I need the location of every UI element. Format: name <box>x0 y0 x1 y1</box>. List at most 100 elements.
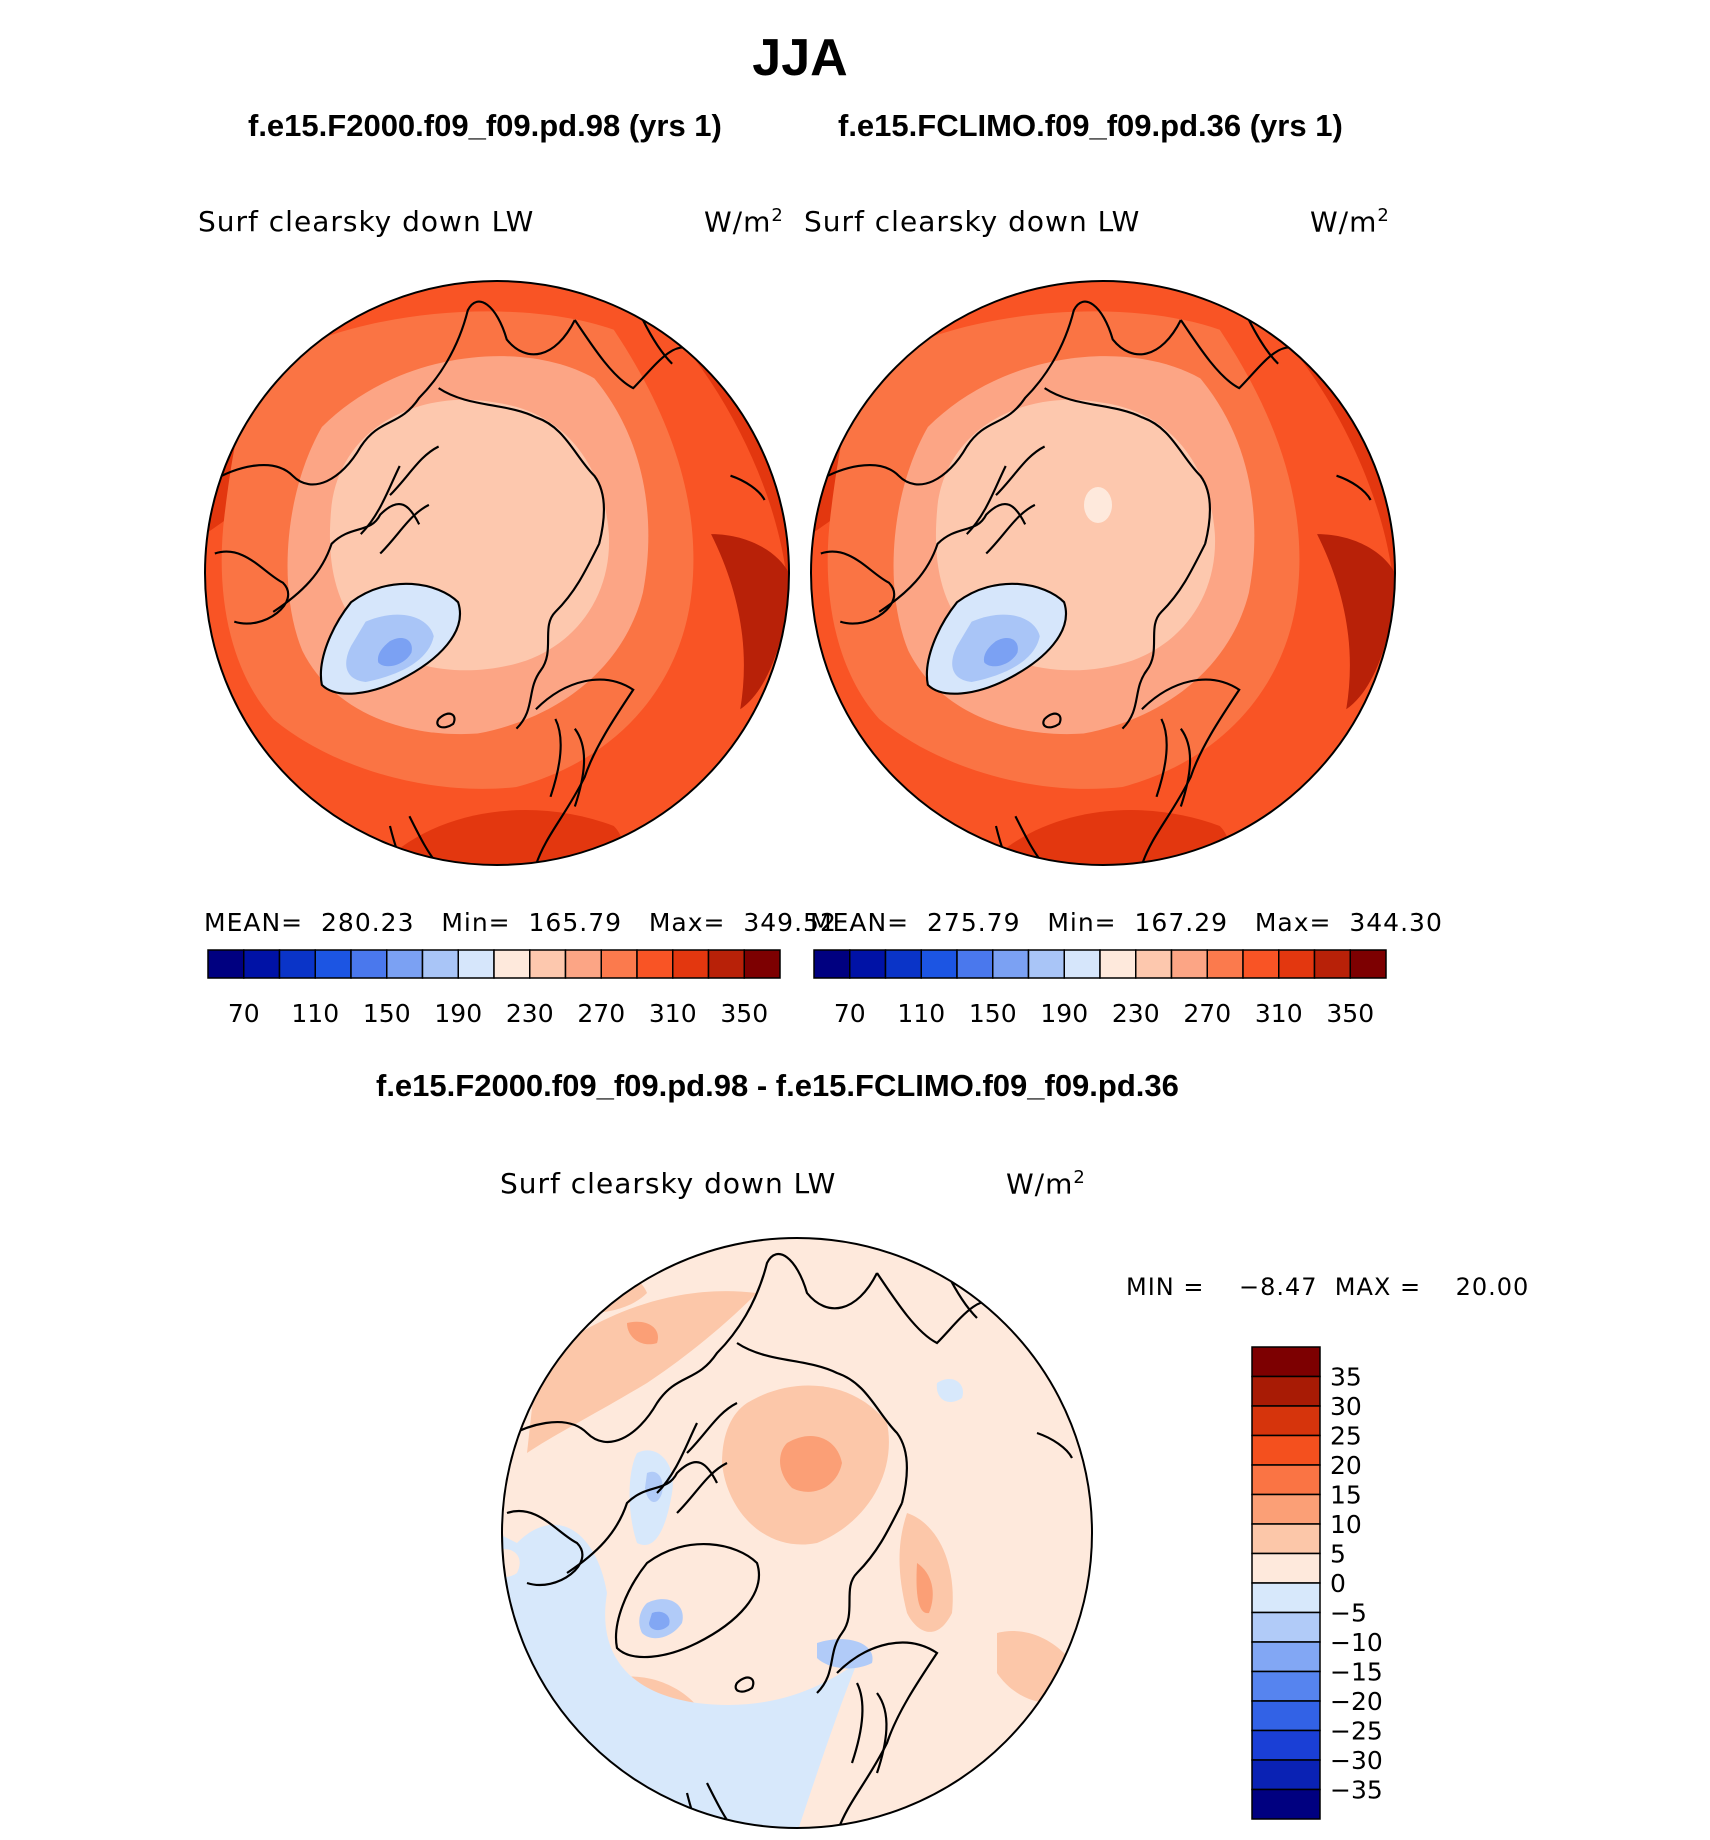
panel-2-colorbar-box <box>1278 949 1316 979</box>
panel-1-colorbar-tick-label: 110 <box>291 999 339 1028</box>
panel-2-colorbar-box <box>1099 949 1137 979</box>
diff-colorbar-label: 20 <box>1330 1451 1362 1480</box>
season-title: JJA <box>752 29 848 87</box>
panel-2-case-title: f.e15.FCLIMO.f09_f09.pd.36 (yrs 1) <box>838 108 1343 143</box>
panel-2-colorbar-box <box>1349 949 1387 979</box>
panel-1-colorbar-box <box>457 949 495 979</box>
diff-colorbar-box <box>1251 1641 1321 1673</box>
panel-1-colorbar-box <box>529 949 567 979</box>
diff-colorbar-box <box>1251 1788 1321 1820</box>
panel-1-units-exp: 2 <box>771 205 784 226</box>
panel-1-colorbar: 70 110 150 190 230 270 310 350 <box>207 949 781 1028</box>
panel-2-colorbar-tick-label: 110 <box>897 999 945 1028</box>
panel-2-colorbar-tick-label: 350 <box>1326 999 1374 1028</box>
diff-colorbar-box <box>1251 1729 1321 1761</box>
diff-colorbar-box <box>1251 1523 1321 1555</box>
panel-1-case-title: f.e15.F2000.f09_f09.pd.98 (yrs 1) <box>248 108 722 143</box>
panel-2-colorbar-box <box>1170 949 1208 979</box>
panel-2-colorbar-box <box>956 949 994 979</box>
panel-2-colorbar: 70 110 150 190 230 270 310 350 <box>813 949 1387 1028</box>
diff-colorbar-label: −20 <box>1330 1687 1383 1716</box>
panel-1-colorbar-box <box>421 949 459 979</box>
panel-1-colorbar-tick-label: 150 <box>363 999 411 1028</box>
diff-colorbar-label: −15 <box>1330 1658 1383 1687</box>
diff-colorbar-box <box>1251 1670 1321 1702</box>
panel-1-colorbar-tick-label: 350 <box>720 999 768 1028</box>
diff-colorbar-box <box>1251 1611 1321 1643</box>
diff-colorbar-label: 10 <box>1330 1510 1362 1539</box>
diff-colorbar-label: 5 <box>1330 1540 1346 1569</box>
diff-map <box>502 1238 1092 1828</box>
panel-2-colorbar-box <box>813 949 851 979</box>
diff-units: W/m2 <box>1006 1167 1086 1200</box>
diff-colorbar-box <box>1251 1582 1321 1614</box>
panel-2-map-border <box>810 280 1396 866</box>
diff-minmax: MIN = −8.47 MAX = 20.00 <box>1126 1273 1530 1301</box>
panel-2-colorbar-box <box>992 949 1030 979</box>
diff-units-base: W/m <box>1006 1167 1074 1201</box>
diff-colorbar-label: 0 <box>1330 1569 1346 1598</box>
panel-2-colorbar-box <box>1027 949 1065 979</box>
diff-colorbar-box <box>1251 1700 1321 1732</box>
panel-1-colorbar-box <box>564 949 602 979</box>
panel-2-field-label: Surf clearsky down LW <box>804 205 1141 238</box>
panel-2-units-base: W/m <box>1310 205 1378 239</box>
diff-colorbar-label: −10 <box>1330 1628 1383 1657</box>
panel-2-units-exp: 2 <box>1377 205 1390 226</box>
panel-1-colorbar-box <box>707 949 745 979</box>
panel-1-field-label: Surf clearsky down LW <box>198 205 535 238</box>
panel-1-colorbar-tick-label: 310 <box>649 999 697 1028</box>
panel-1-colorbar-box <box>600 949 638 979</box>
diff-colorbar-box <box>1251 1464 1321 1496</box>
panel-1-colorbar-tick-label: 70 <box>228 999 260 1028</box>
panel-2-colorbar-box <box>1242 949 1280 979</box>
diff-colorbar-label: −5 <box>1330 1599 1367 1628</box>
diff-field-label: Surf clearsky down LW <box>500 1167 837 1200</box>
panel-1-colorbar-box <box>207 949 245 979</box>
panel-1-colorbar-box <box>743 949 781 979</box>
diff-units-exp: 2 <box>1073 1167 1086 1188</box>
panel-1-colorbar-tick-label: 230 <box>506 999 554 1028</box>
diff-colorbar-box <box>1251 1375 1321 1407</box>
diff-colorbar-box <box>1251 1405 1321 1437</box>
diff-colorbar-box <box>1251 1552 1321 1584</box>
diff-colorbar-box <box>1251 1759 1321 1791</box>
panel-1-colorbar-box <box>493 949 531 979</box>
panel-1-units-base: W/m <box>704 205 772 239</box>
diff-colorbar-label: −35 <box>1330 1776 1383 1805</box>
diff-colorbar-label: 30 <box>1330 1392 1362 1421</box>
panel-2-colorbar-box <box>884 949 922 979</box>
panel-2-colorbar-box <box>849 949 887 979</box>
panel-1-colorbar-box <box>386 949 424 979</box>
panel-1-colorbar-box <box>243 949 281 979</box>
diff-colorbar-box <box>1251 1493 1321 1525</box>
diff-colorbar-label: −25 <box>1330 1717 1383 1746</box>
panel-2-colorbar-tick-label: 150 <box>969 999 1017 1028</box>
panel-2-colorbar-box <box>1135 949 1173 979</box>
panel-2-colorbar-tick-label: 190 <box>1040 999 1088 1028</box>
panel-2-colorbar-box <box>1206 949 1244 979</box>
panel-2-colorbar-tick-label: 230 <box>1112 999 1160 1028</box>
panel-2-colorbar-tick-label: 310 <box>1255 999 1303 1028</box>
panel-2-colorbar-tick-label: 270 <box>1183 999 1231 1028</box>
diff-colorbar-label: 15 <box>1330 1481 1362 1510</box>
panel-2-units: W/m2 <box>1310 205 1390 238</box>
panel-1-map-border <box>204 280 790 866</box>
diff-colorbar-label: −30 <box>1330 1746 1383 1775</box>
panel-2-colorbar-box <box>1313 949 1351 979</box>
panel-2-colorbar-tick-label: 70 <box>834 999 866 1028</box>
panel-2-stats: MEAN= 275.79 Min= 167.29 Max= 344.30 <box>810 908 1443 937</box>
panel-1-colorbar-box <box>350 949 388 979</box>
panel-2-colorbar-box <box>1063 949 1101 979</box>
diff-colorbar-box <box>1251 1346 1321 1378</box>
diff-colorbar-label: 35 <box>1330 1363 1362 1392</box>
panel-1-colorbar-box <box>314 949 352 979</box>
panel-1-units: W/m2 <box>704 205 784 238</box>
panel-1-colorbar-tick-label: 190 <box>434 999 482 1028</box>
panel-1-stats: MEAN= 280.23 Min= 165.79 Max= 349.52 <box>204 908 837 937</box>
panel-2-map <box>811 281 1395 865</box>
panel-2-colorbar-box <box>920 949 958 979</box>
